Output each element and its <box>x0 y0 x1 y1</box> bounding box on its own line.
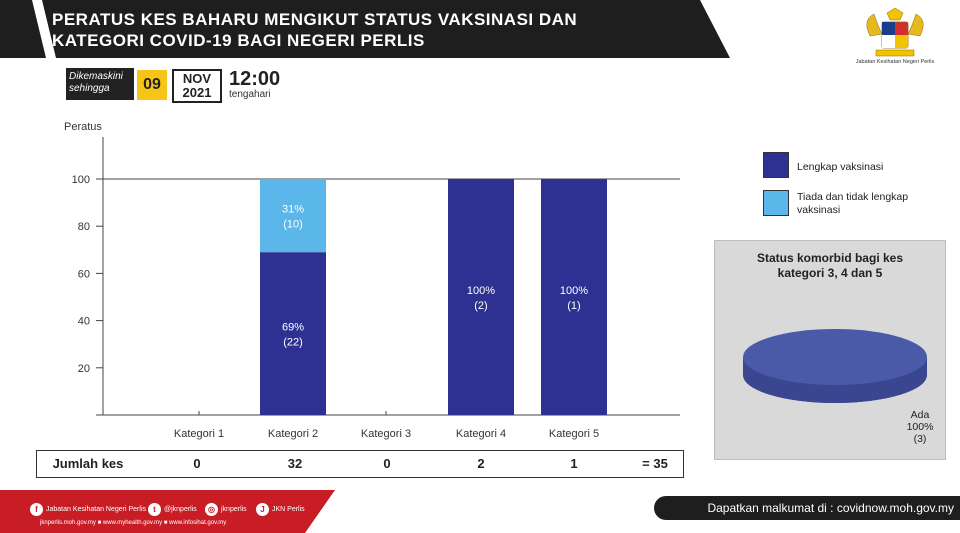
comorbid-title-line-2: kategori 3, 4 dan 5 <box>777 266 883 280</box>
y-tick-label-100: 100 <box>72 174 90 186</box>
update-month: NOV <box>182 71 212 86</box>
footer-info-banner: Dapatkan malkumat di : covidnow.moh.gov.… <box>654 496 960 520</box>
comorbid-title: Status komorbid bagi kes kategori 3, 4 d… <box>715 251 945 281</box>
calendar-day-badge: 09 <box>137 70 167 100</box>
social-twitter-text: @jknperlis <box>164 506 197 513</box>
jkn-logo-icon: J <box>256 503 269 516</box>
x-tick-label-3: Kategori 3 <box>361 428 411 440</box>
total-cases-label: Jumlah kes <box>52 456 124 471</box>
update-label-box: Dikemaskini sehingga <box>66 68 134 100</box>
social-facebook[interactable]: f Jabatan Kesihatan Negeri Perlis <box>30 503 146 516</box>
comorbid-pie-chart <box>743 329 927 403</box>
bar-lengkap-kategori-5 <box>541 179 607 415</box>
bar-label-lengkap-kategori-5: 100% <box>560 285 588 297</box>
bar-label-lengkap-kategori-4: 100% <box>467 285 495 297</box>
instagram-icon: ◎ <box>205 503 218 516</box>
social-jkn[interactable]: J JKN Perlis <box>256 503 305 516</box>
bar-count-lengkap-kategori-5: (1) <box>567 300 580 312</box>
footer-links[interactable]: jknperlis.moh.gov.my ■ www.myhealth.gov.… <box>40 520 227 526</box>
comorbid-title-line-1: Status komorbid bagi kes <box>756 251 904 265</box>
social-jkn-text: JKN Perlis <box>272 506 305 513</box>
legend-label-tiada: Tiada dan tidak lengkap vaksinasi <box>797 191 908 217</box>
facebook-icon: f <box>30 503 43 516</box>
update-label-line-1: Dikemaskini <box>69 71 123 82</box>
calendar-month-badge: NOV 2021 <box>172 69 222 103</box>
total-cases-kategori-1: 0 <box>193 456 201 471</box>
pie-slice-ada-label: Ada 100% (3) <box>900 409 940 445</box>
bar-lengkap-kategori-4 <box>448 179 514 415</box>
footer-info-text[interactable]: Dapatkan malkumat di : covidnow.moh.gov.… <box>707 501 954 515</box>
y-axis-title: Peratus <box>64 121 102 133</box>
y-tick-label-80: 80 <box>78 221 90 233</box>
social-facebook-text: Jabatan Kesihatan Negeri Perlis <box>46 506 147 513</box>
bar-tiada-kategori-2 <box>260 179 326 253</box>
social-twitter[interactable]: t @jknperlis <box>148 503 197 516</box>
y-tick-label-20: 20 <box>78 363 90 375</box>
total-cases-kategori-3: 0 <box>383 456 391 471</box>
y-tick-label-60: 60 <box>78 268 90 280</box>
pie-slice-ada-name: Ada <box>910 409 930 421</box>
x-tick-label-4: Kategori 4 <box>456 428 506 440</box>
chart-title-line-1: PERATUS KES BAHARU MENGIKUT STATUS VAKSI… <box>52 10 578 29</box>
bar-count-lengkap-kategori-2: (22) <box>283 337 303 349</box>
total-cases-kategori-5: 1 <box>570 456 578 471</box>
total-cases-sum: = 35 <box>642 456 668 471</box>
coat-of-arms-logo <box>860 7 930 58</box>
pie-slice-ada-count: (3) <box>913 433 927 445</box>
legend-label-lengkap: Lengkap vaksinasi <box>797 161 884 173</box>
twitter-icon: t <box>148 503 161 516</box>
legend-label-tiada-line-2: vaksinasi <box>797 204 841 216</box>
x-tick-label-5: Kategori 5 <box>549 428 599 440</box>
crest-caption: Jabatan Kesihatan Negeri Perlis <box>855 59 935 65</box>
bar-count-lengkap-kategori-4: (2) <box>474 300 487 312</box>
x-tick-label-2: Kategori 2 <box>268 428 318 440</box>
pie-slice-ada-percent: 100% <box>906 421 934 433</box>
footer-red-banner <box>0 490 335 533</box>
update-year: 2021 <box>182 85 212 100</box>
social-instagram-text: jknperlis <box>221 506 247 513</box>
bar-lengkap-kategori-2 <box>260 252 326 415</box>
total-cases-kategori-2: 32 <box>287 456 303 471</box>
update-day: 09 <box>143 76 161 93</box>
comorbid-panel: Status komorbid bagi kes kategori 3, 4 d… <box>714 240 946 460</box>
bar-label-lengkap-kategori-2: 69% <box>282 322 304 334</box>
total-cases-kategori-4: 2 <box>477 456 485 471</box>
header-banner-shape <box>0 0 730 58</box>
update-label-line-2: sehingga <box>69 83 110 94</box>
social-instagram[interactable]: ◎ jknperlis <box>205 503 247 516</box>
total-cases-row: Jumlah kes 0 32 0 2 1 = 35 <box>36 450 684 478</box>
bar-count-tiada-kategori-2: (10) <box>283 219 303 231</box>
update-time-suffix: tengahari <box>229 89 271 100</box>
x-tick-label-1: Kategori 1 <box>174 428 224 440</box>
update-time: 12:00 <box>229 68 281 90</box>
legend-swatch-lengkap <box>763 152 789 178</box>
chart-title-line-2: KATEGORI COVID-19 BAGI NEGERI PERLIS <box>52 31 425 50</box>
pie-slice-ada <box>743 329 927 385</box>
update-label: Dikemaskini sehingga <box>69 71 133 95</box>
header-banner: PERATUS KES BAHARU MENGIKUT STATUS VAKSI… <box>0 0 730 58</box>
legend-label-tiada-line-1: Tiada dan tidak lengkap <box>797 191 909 203</box>
bar-label-tiada-kategori-2: 31% <box>282 204 304 216</box>
y-tick-label-40: 40 <box>78 316 90 328</box>
legend-swatch-tiada <box>763 190 789 216</box>
